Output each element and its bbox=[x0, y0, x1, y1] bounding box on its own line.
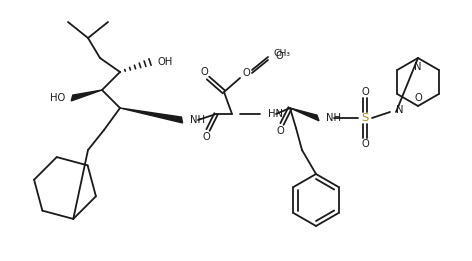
Text: O: O bbox=[202, 132, 210, 142]
Text: CH₃: CH₃ bbox=[273, 49, 290, 57]
Polygon shape bbox=[290, 108, 319, 121]
Text: S: S bbox=[362, 113, 369, 123]
Text: HN: HN bbox=[268, 109, 283, 119]
Text: O: O bbox=[242, 68, 250, 78]
Polygon shape bbox=[120, 108, 183, 123]
Text: NH: NH bbox=[326, 113, 341, 123]
Text: N: N bbox=[396, 105, 404, 115]
Text: O: O bbox=[200, 67, 208, 77]
Text: O: O bbox=[276, 126, 284, 136]
Text: O: O bbox=[414, 93, 422, 103]
Polygon shape bbox=[71, 90, 102, 101]
Text: O: O bbox=[276, 51, 284, 61]
Text: O: O bbox=[361, 87, 369, 97]
Text: NH: NH bbox=[190, 115, 205, 125]
Text: HO: HO bbox=[50, 93, 65, 103]
Text: N: N bbox=[414, 62, 422, 72]
Text: O: O bbox=[361, 139, 369, 149]
Text: OH: OH bbox=[158, 57, 173, 67]
